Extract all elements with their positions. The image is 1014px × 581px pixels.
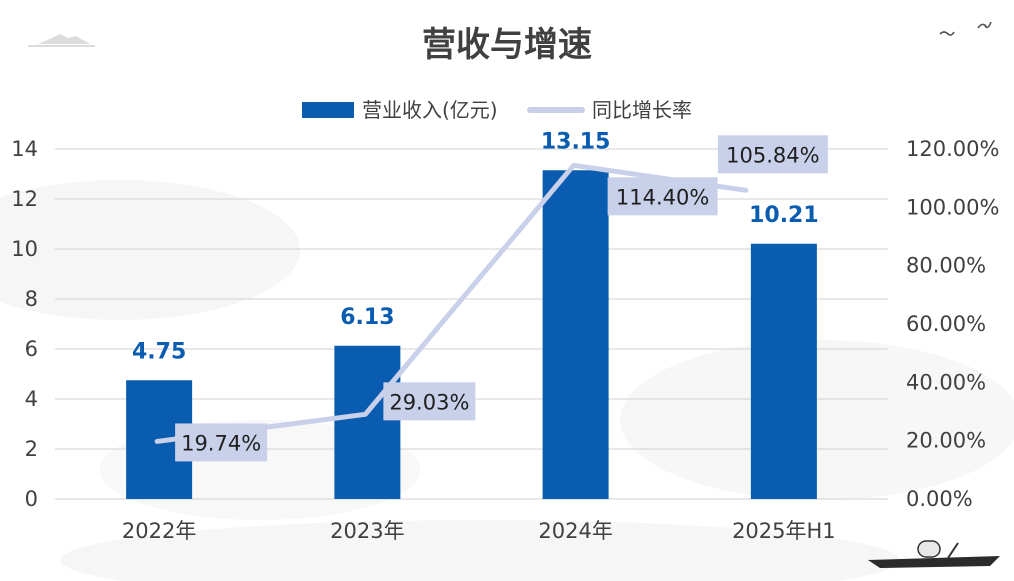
left-tick-label: 10 [11, 237, 38, 261]
left-tick-label: 4 [25, 387, 38, 411]
line-value-box [175, 423, 268, 462]
bar-value-label: 13.15 [541, 129, 611, 154]
left-axis: 0 2 4 6 8 10 12 14 [11, 137, 38, 511]
category-label: 2023年 [330, 519, 404, 543]
right-tick-label: 120.00% [906, 137, 999, 161]
chart-title: 营收与增速 [422, 25, 592, 65]
bar-value-label: 4.75 [132, 339, 186, 364]
legend-label-bar: 营业收入(亿元) [362, 98, 498, 122]
line-value-box [717, 135, 828, 174]
line-value-label: 114.40% [607, 177, 718, 216]
category-label: 2024年 [538, 519, 612, 543]
line-value-label: 29.03% [383, 382, 476, 421]
right-tick-label: 0.00% [906, 487, 973, 511]
left-tick-label: 14 [11, 137, 38, 161]
line-value-box [607, 177, 718, 216]
legend-swatch-bar [302, 102, 354, 118]
x-axis: 2022年 2023年 2024年 2025年H1 [122, 519, 836, 543]
bar [750, 243, 817, 499]
line-value-text: 29.03% [389, 390, 469, 414]
line-labels: 19.74% 29.03% 114.40% 105.84% [175, 135, 828, 462]
legend-label-line: 同比增长率 [592, 98, 692, 122]
category-label: 2025年H1 [732, 519, 836, 543]
legend: 营业收入(亿元) 同比增长率 [302, 98, 692, 122]
mountain-decoration-icon [28, 34, 95, 47]
left-tick-label: 0 [25, 487, 38, 511]
right-tick-label: 60.00% [906, 312, 986, 336]
left-tick-label: 6 [25, 337, 38, 361]
line-value-text: 114.40% [616, 185, 709, 209]
bar [542, 170, 609, 499]
right-tick-label: 40.00% [906, 370, 986, 394]
bar-value-label: 6.13 [340, 305, 394, 330]
bar-value-label: 10.21 [749, 203, 819, 228]
birds-icon [939, 21, 992, 36]
left-tick-label: 2 [25, 437, 38, 461]
left-tick-label: 12 [11, 187, 38, 211]
line-value-text: 19.74% [181, 431, 261, 455]
right-tick-label: 20.00% [906, 429, 986, 453]
line-value-label: 105.84% [717, 135, 828, 174]
line-value-text: 105.84% [726, 143, 819, 167]
boat-icon [868, 540, 1000, 568]
right-tick-label: 100.00% [906, 195, 999, 219]
bar-labels: 4.75 6.13 13.15 10.21 [132, 129, 819, 364]
left-tick-label: 8 [25, 287, 38, 311]
bar [334, 345, 401, 499]
line-value-label: 19.74% [175, 423, 268, 462]
line-value-box [383, 382, 476, 421]
right-axis: 0.00% 20.00% 40.00% 60.00% 80.00% 100.00% 120.… [906, 137, 999, 511]
category-label: 2022年 [122, 519, 196, 543]
right-tick-label: 80.00% [906, 254, 986, 278]
